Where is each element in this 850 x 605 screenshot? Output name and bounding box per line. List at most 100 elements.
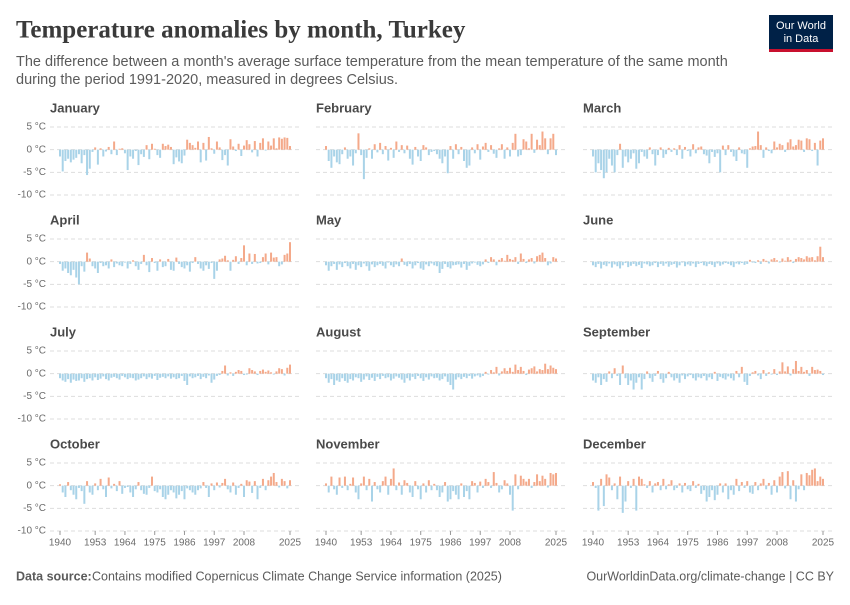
bar: [506, 483, 509, 486]
bar: [392, 373, 395, 379]
bar: [748, 148, 751, 150]
bar: [651, 261, 654, 266]
bar: [197, 485, 199, 491]
bar: [221, 370, 224, 374]
bar: [59, 149, 61, 157]
bar: [259, 485, 262, 488]
bar: [202, 261, 205, 271]
bar: [186, 485, 189, 489]
bar: [417, 261, 419, 264]
bar: [159, 373, 162, 378]
bar: [473, 373, 476, 377]
bar: [245, 373, 248, 375]
bar: [613, 149, 616, 173]
logo[interactable]: Our World in Data: [769, 15, 833, 52]
bar: [83, 373, 86, 382]
bar: [419, 261, 422, 269]
bar: [167, 144, 170, 150]
y-tick-label: -5 °C: [23, 279, 46, 290]
x-tick-label: 2008: [233, 538, 256, 549]
bar: [115, 485, 118, 492]
bar: [264, 253, 267, 262]
bar: [746, 481, 749, 486]
bar: [517, 261, 520, 264]
bar: [643, 149, 646, 157]
logo-text: in Data: [784, 33, 820, 45]
bar: [813, 260, 816, 262]
bar: [411, 261, 414, 269]
bar: [629, 261, 632, 266]
bar: [463, 261, 465, 264]
bar: [414, 481, 417, 486]
bar: [248, 253, 251, 262]
bar: [654, 261, 657, 264]
bar: [205, 485, 208, 488]
bar: [621, 485, 624, 513]
bar: [495, 366, 498, 374]
bar: [538, 145, 541, 150]
bar: [719, 261, 722, 266]
bar: [283, 254, 286, 262]
bar: [500, 258, 503, 262]
bar: [522, 139, 525, 150]
bar: [511, 142, 514, 150]
bar: [721, 145, 724, 150]
bar: [487, 482, 490, 486]
bar: [638, 373, 640, 378]
bar: [333, 261, 336, 264]
bar: [161, 373, 164, 377]
bar: [694, 485, 697, 488]
bar: [194, 257, 197, 262]
bar: [67, 149, 70, 159]
bar: [673, 148, 676, 150]
bar: [816, 256, 819, 262]
bar: [234, 256, 237, 262]
bar: [327, 373, 330, 383]
bar: [99, 148, 102, 150]
bar: [330, 476, 333, 486]
bar: [767, 372, 770, 374]
bar: [335, 485, 338, 495]
credit[interactable]: OurWorldinData.org/climate-change | CC B…: [586, 569, 834, 583]
bar: [349, 261, 352, 269]
bar: [659, 147, 662, 150]
bar: [463, 149, 465, 161]
bar: [148, 485, 151, 488]
bar: [484, 371, 487, 374]
x-tick-label: 2008: [499, 538, 522, 549]
bar: [188, 261, 191, 272]
bar: [519, 366, 522, 374]
y-tick-label: 5 °C: [26, 122, 46, 133]
bar: [253, 141, 256, 150]
bar: [406, 482, 409, 486]
bar: [261, 138, 264, 150]
bar: [767, 261, 770, 264]
bar: [743, 485, 746, 488]
bar: [148, 261, 151, 273]
bar: [549, 138, 552, 150]
bar: [72, 485, 75, 495]
bar: [740, 366, 743, 374]
bar: [627, 481, 630, 486]
bar: [597, 261, 600, 264]
bar: [711, 373, 714, 380]
bar: [280, 138, 283, 150]
bar: [207, 261, 210, 269]
bar: [389, 373, 392, 381]
bar: [438, 261, 441, 273]
bar: [452, 373, 455, 390]
bar: [803, 485, 806, 491]
bar: [245, 480, 248, 486]
bar: [164, 485, 167, 500]
bar: [490, 257, 493, 262]
bar: [210, 483, 213, 486]
bar: [400, 145, 403, 150]
bar: [224, 478, 227, 486]
bar: [253, 253, 256, 262]
bar: [199, 373, 202, 380]
bar: [232, 482, 235, 486]
bar: [544, 478, 547, 486]
bar: [229, 261, 232, 271]
bar: [137, 373, 140, 380]
bar: [275, 371, 278, 374]
